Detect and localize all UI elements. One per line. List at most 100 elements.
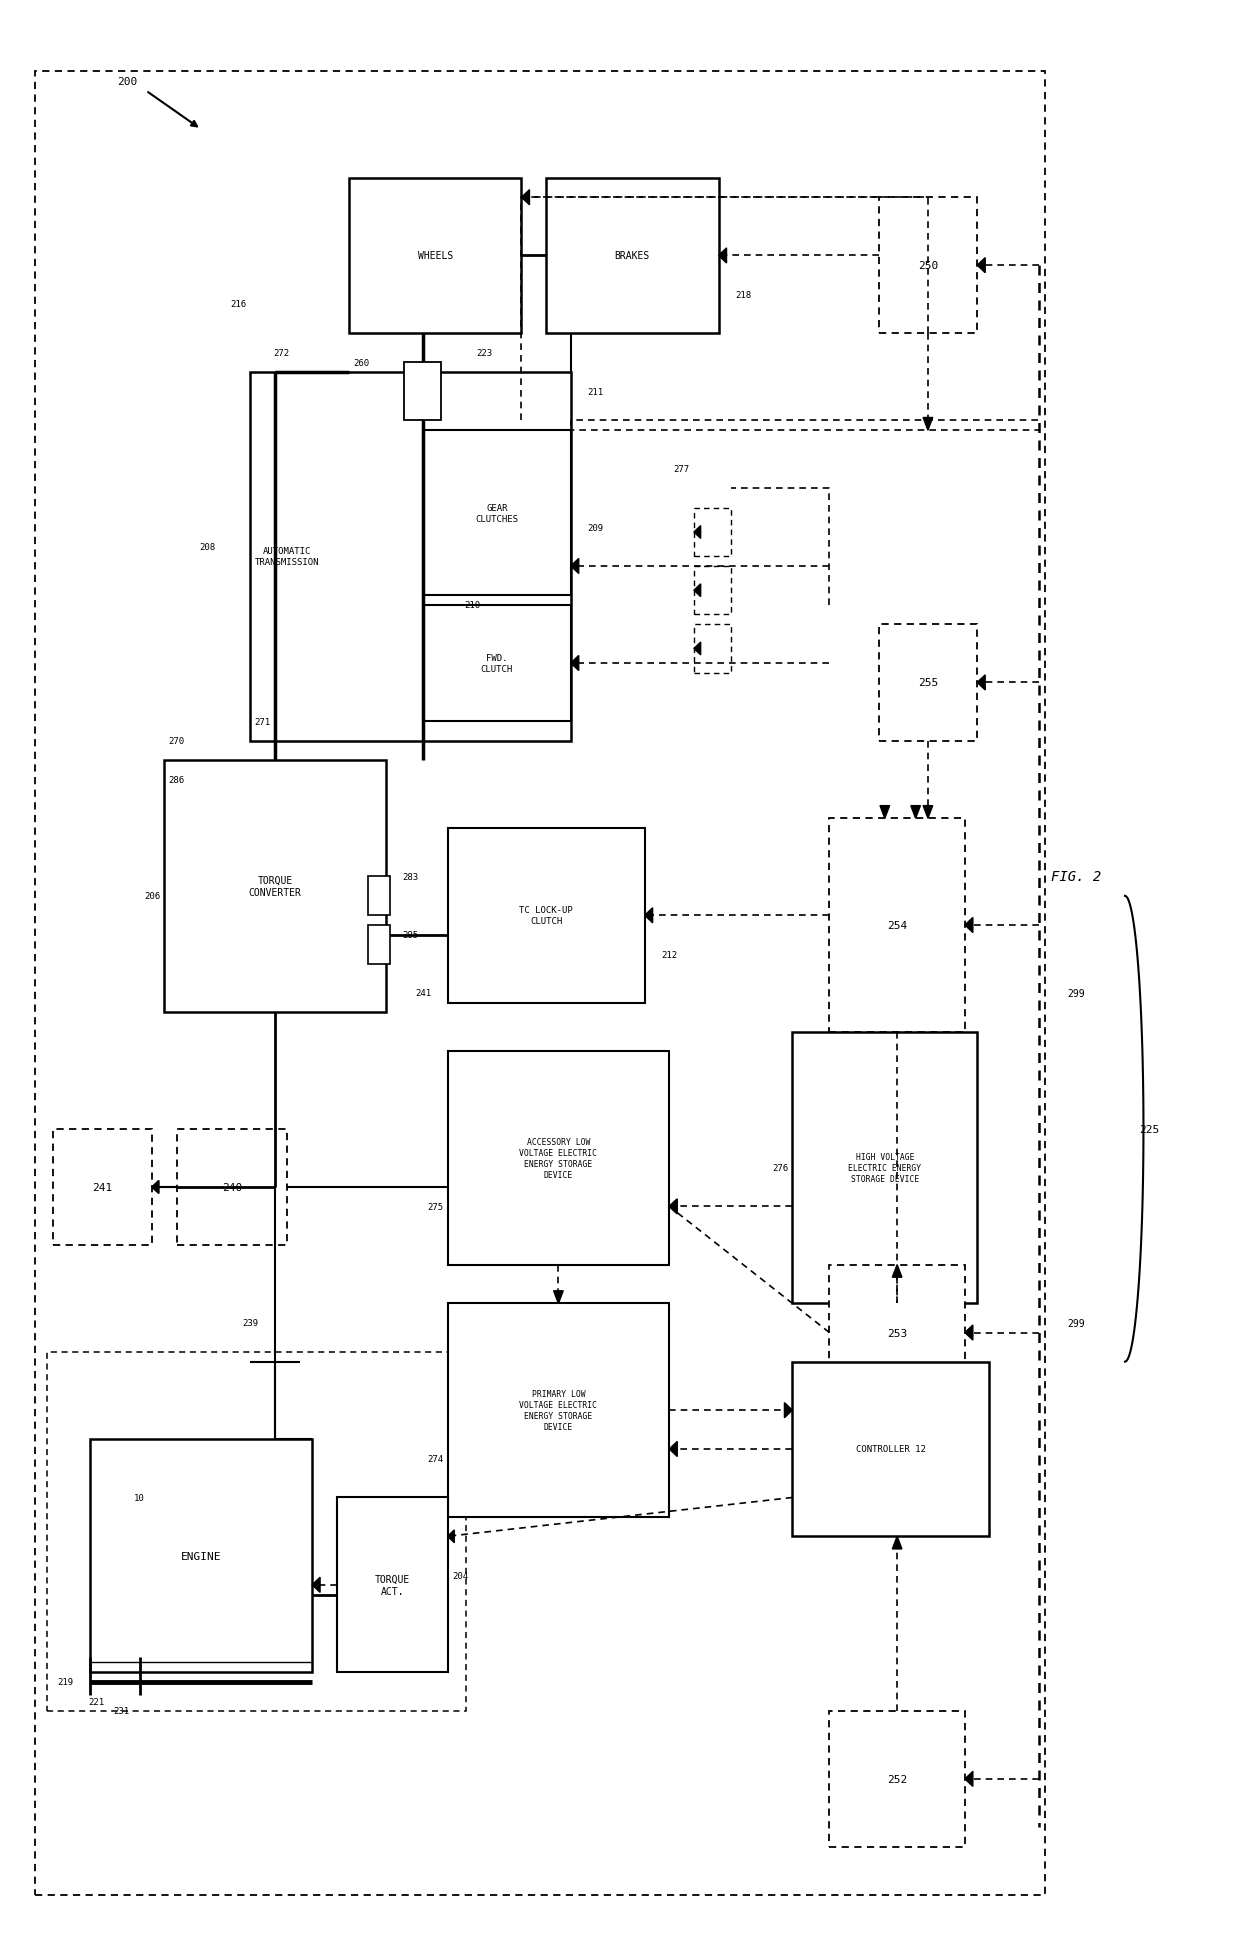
- Text: 10: 10: [134, 1494, 145, 1502]
- Bar: [694, 625, 730, 674]
- Polygon shape: [694, 526, 701, 540]
- Bar: [164, 760, 386, 1013]
- Text: 299: 299: [1066, 1319, 1085, 1329]
- Polygon shape: [965, 1325, 973, 1340]
- Text: 241: 241: [415, 990, 432, 997]
- Polygon shape: [718, 249, 727, 263]
- Text: CONTROLLER 12: CONTROLLER 12: [856, 1445, 926, 1453]
- Text: 270: 270: [169, 736, 185, 746]
- Text: 206: 206: [144, 892, 160, 900]
- Text: ACCESSORY LOW
VOLTAGE ELECTRIC
ENERGY STORAGE
DEVICE: ACCESSORY LOW VOLTAGE ELECTRIC ENERGY ST…: [520, 1138, 598, 1179]
- Bar: [879, 625, 977, 742]
- Polygon shape: [893, 1537, 901, 1549]
- Bar: [448, 1303, 670, 1517]
- Bar: [404, 362, 441, 421]
- Text: 216: 216: [231, 300, 247, 310]
- Polygon shape: [694, 584, 701, 598]
- Polygon shape: [153, 1180, 159, 1194]
- Bar: [448, 828, 645, 1003]
- Text: ENGINE: ENGINE: [181, 1551, 222, 1560]
- Text: TORQUE
CONVERTER: TORQUE CONVERTER: [249, 875, 301, 898]
- Polygon shape: [923, 419, 932, 431]
- Polygon shape: [670, 1442, 677, 1457]
- Bar: [35, 72, 1045, 1895]
- Polygon shape: [785, 1403, 792, 1418]
- Text: 253: 253: [887, 1329, 908, 1338]
- Text: 209: 209: [588, 524, 604, 532]
- Polygon shape: [911, 806, 920, 818]
- Text: 218: 218: [735, 290, 751, 300]
- Text: GEAR
CLUTCHES: GEAR CLUTCHES: [475, 503, 518, 524]
- Bar: [423, 431, 570, 596]
- Text: 208: 208: [200, 543, 216, 551]
- Bar: [348, 179, 522, 333]
- Bar: [423, 606, 570, 723]
- Text: BRAKES: BRAKES: [615, 251, 650, 261]
- Text: 241: 241: [93, 1182, 113, 1192]
- Polygon shape: [965, 1771, 973, 1786]
- Text: 204: 204: [451, 1570, 467, 1580]
- Text: AUTOMATIC
TRANSMISSION: AUTOMATIC TRANSMISSION: [255, 547, 320, 567]
- Bar: [367, 925, 389, 964]
- Bar: [830, 818, 965, 1032]
- Bar: [91, 1440, 312, 1671]
- Polygon shape: [880, 806, 889, 818]
- Polygon shape: [965, 918, 973, 933]
- Bar: [694, 567, 730, 616]
- Text: 272: 272: [273, 349, 289, 358]
- Bar: [546, 179, 718, 333]
- Text: 254: 254: [887, 921, 908, 931]
- Text: 255: 255: [918, 678, 937, 688]
- Bar: [47, 1352, 466, 1710]
- Polygon shape: [522, 191, 529, 206]
- Text: FIG. 2: FIG. 2: [1050, 871, 1101, 884]
- Text: 221: 221: [88, 1697, 104, 1706]
- Bar: [830, 1264, 965, 1401]
- Polygon shape: [570, 656, 579, 672]
- Text: 200: 200: [118, 76, 138, 88]
- Bar: [830, 1710, 965, 1847]
- Bar: [337, 1498, 448, 1671]
- Bar: [792, 1032, 977, 1303]
- Text: 240: 240: [222, 1182, 242, 1192]
- Text: 223: 223: [476, 349, 492, 358]
- Text: 275: 275: [428, 1202, 444, 1212]
- Polygon shape: [923, 806, 932, 818]
- Bar: [250, 372, 570, 742]
- Polygon shape: [448, 1529, 454, 1543]
- Text: 210: 210: [464, 602, 480, 610]
- Polygon shape: [977, 259, 986, 273]
- Text: 283: 283: [403, 873, 419, 882]
- Text: 299: 299: [1066, 988, 1085, 999]
- Text: WHEELS: WHEELS: [418, 251, 453, 261]
- Bar: [792, 1362, 990, 1537]
- Text: 274: 274: [428, 1455, 444, 1463]
- Text: 260: 260: [353, 358, 370, 368]
- Text: 219: 219: [58, 1677, 74, 1687]
- Text: PRIMARY LOW
VOLTAGE ELECTRIC
ENERGY STORAGE
DEVICE: PRIMARY LOW VOLTAGE ELECTRIC ENERGY STOR…: [520, 1389, 598, 1432]
- Bar: [53, 1130, 153, 1245]
- Text: TORQUE
ACT.: TORQUE ACT.: [374, 1574, 409, 1595]
- Text: 276: 276: [773, 1163, 789, 1173]
- Text: 212: 212: [661, 951, 677, 958]
- Text: 231: 231: [113, 1706, 129, 1716]
- Bar: [367, 877, 389, 916]
- Polygon shape: [153, 1180, 159, 1194]
- Text: FWD.
CLUTCH: FWD. CLUTCH: [481, 655, 513, 674]
- Bar: [694, 508, 730, 557]
- Text: 211: 211: [588, 388, 604, 397]
- Polygon shape: [312, 1578, 320, 1593]
- Text: TC LOCK-UP
CLUTCH: TC LOCK-UP CLUTCH: [520, 906, 573, 925]
- Bar: [879, 199, 977, 333]
- Polygon shape: [694, 643, 701, 656]
- Text: HIGH VOLTAGE
ELECTRIC ENERGY
STORAGE DEVICE: HIGH VOLTAGE ELECTRIC ENERGY STORAGE DEV…: [848, 1153, 921, 1184]
- Text: 271: 271: [254, 717, 270, 727]
- Polygon shape: [553, 1292, 563, 1303]
- Bar: [448, 1052, 670, 1264]
- Text: 239: 239: [243, 1319, 259, 1329]
- Bar: [176, 1130, 288, 1245]
- Polygon shape: [670, 1200, 677, 1214]
- Text: 252: 252: [887, 1775, 908, 1784]
- Polygon shape: [645, 908, 652, 923]
- Text: 225: 225: [1140, 1124, 1159, 1134]
